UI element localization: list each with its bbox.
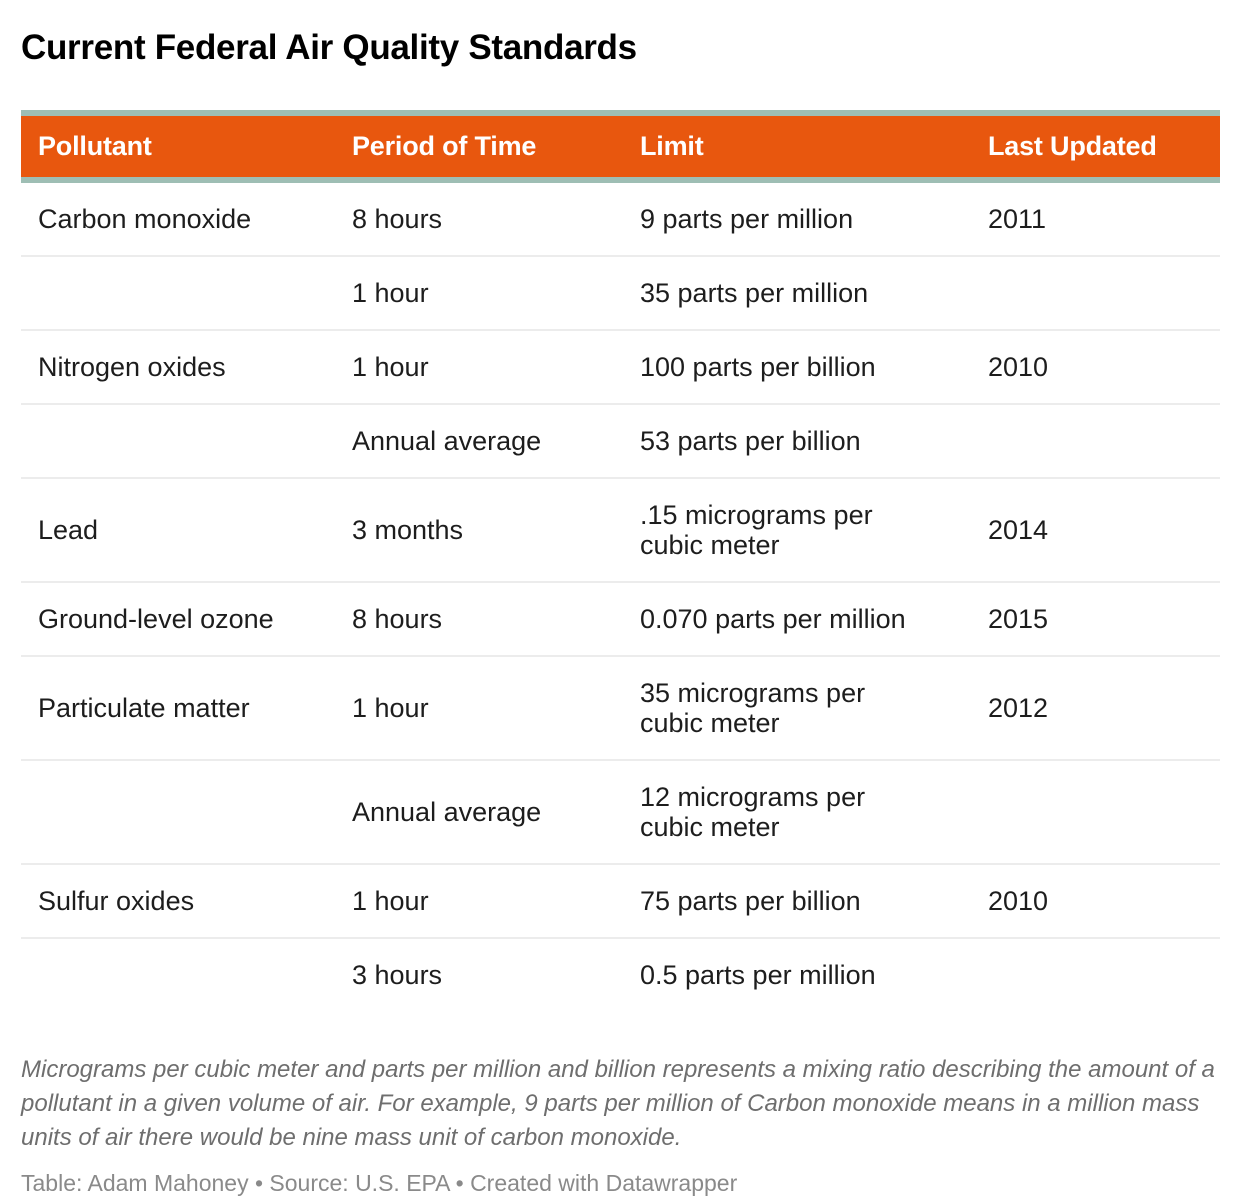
table-row: Particulate matter 1 hour 35 micrograms … bbox=[21, 655, 1220, 760]
table-row: Annual average 12 micrograms per cubic m… bbox=[21, 759, 1220, 864]
column-header-limit: Limit bbox=[623, 110, 971, 183]
cell-last-updated bbox=[971, 255, 1220, 330]
air-quality-standards-table: Pollutant Period of Time Limit Last Upda… bbox=[21, 110, 1220, 1011]
cell-pollutant bbox=[21, 255, 335, 330]
cell-period: 8 hours bbox=[335, 581, 623, 656]
cell-limit: 12 micrograms per cubic meter bbox=[623, 759, 971, 864]
page-title: Current Federal Air Quality Standards bbox=[21, 28, 637, 67]
cell-last-updated bbox=[971, 937, 1220, 1011]
cell-pollutant: Lead bbox=[21, 477, 335, 582]
cell-limit: 35 micrograms per cubic meter bbox=[623, 655, 971, 760]
cell-pollutant: Ground-level ozone bbox=[21, 581, 335, 656]
table-header-row: Pollutant Period of Time Limit Last Upda… bbox=[21, 110, 1220, 183]
cell-limit: .15 micrograms per cubic meter bbox=[623, 477, 971, 582]
credit-line: Table: Adam Mahoney • Source: U.S. EPA •… bbox=[21, 1170, 738, 1196]
cell-last-updated: 2011 bbox=[988, 204, 1047, 234]
table-row: 1 hour 35 parts per million bbox=[21, 255, 1220, 330]
cell-pollutant: Nitrogen oxides bbox=[21, 329, 335, 404]
cell-last-updated bbox=[971, 403, 1220, 478]
cell-limit: 0.5 parts per million bbox=[623, 937, 971, 1011]
cell-period: 3 months bbox=[335, 477, 623, 582]
table-row: Sulfur oxides 1 hour 75 parts per billio… bbox=[21, 863, 1220, 938]
footnote: Micrograms per cubic meter and parts per… bbox=[21, 1056, 1215, 1151]
cell-limit: 35 parts per million bbox=[623, 255, 971, 330]
cell-pollutant: Sulfur oxides bbox=[21, 863, 335, 938]
cell-limit: 53 parts per billion bbox=[623, 403, 971, 478]
table-row: Nitrogen oxides 1 hour 100 parts per bil… bbox=[21, 329, 1220, 404]
cell-period: Annual average bbox=[335, 403, 623, 478]
cell-period: 8 hours bbox=[352, 204, 443, 234]
cell-limit: 0.070 parts per million bbox=[623, 581, 971, 656]
table-row: 3 hours 0.5 parts per million bbox=[21, 937, 1220, 1011]
cell-last-updated bbox=[971, 759, 1220, 864]
cell-pollutant bbox=[21, 759, 335, 864]
cell-limit: 100 parts per billion bbox=[623, 329, 971, 404]
cell-period: 1 hour bbox=[335, 655, 623, 760]
table-row: Annual average 53 parts per billion bbox=[21, 403, 1220, 478]
table-row: Lead 3 months .15 micrograms per cubic m… bbox=[21, 477, 1220, 582]
cell-pollutant bbox=[21, 937, 335, 1011]
cell-pollutant: Particulate matter bbox=[21, 655, 335, 760]
cell-period: 1 hour bbox=[335, 863, 623, 938]
cell-last-updated: 2012 bbox=[971, 655, 1220, 760]
cell-period: 3 hours bbox=[335, 937, 623, 1011]
cell-last-updated: 2015 bbox=[971, 581, 1220, 656]
cell-last-updated: 2014 bbox=[971, 477, 1220, 582]
cell-limit: 75 parts per billion bbox=[623, 863, 971, 938]
cell-period: Annual average bbox=[335, 759, 623, 864]
column-header-last-updated: Last Updated bbox=[971, 110, 1220, 183]
cell-last-updated: 2010 bbox=[971, 329, 1220, 404]
column-header-period-of-time: Period of Time bbox=[335, 110, 623, 183]
cell-pollutant bbox=[21, 403, 335, 478]
cell-period: 1 hour bbox=[335, 329, 623, 404]
cell-last-updated: 2010 bbox=[971, 863, 1220, 938]
cell-period: 1 hour bbox=[335, 255, 623, 330]
column-header-pollutant: Pollutant bbox=[21, 110, 335, 183]
table-row: Carbon monoxide 8 hours 9 parts per mill… bbox=[21, 180, 1220, 256]
datawrapper-table-page: Current Federal Air Quality Standards Po… bbox=[0, 26, 1240, 1204]
cell-limit: 9 parts per million bbox=[640, 204, 854, 234]
table-row: Ground-level ozone 8 hours 0.070 parts p… bbox=[21, 581, 1220, 656]
cell-pollutant: Carbon monoxide bbox=[38, 204, 252, 234]
